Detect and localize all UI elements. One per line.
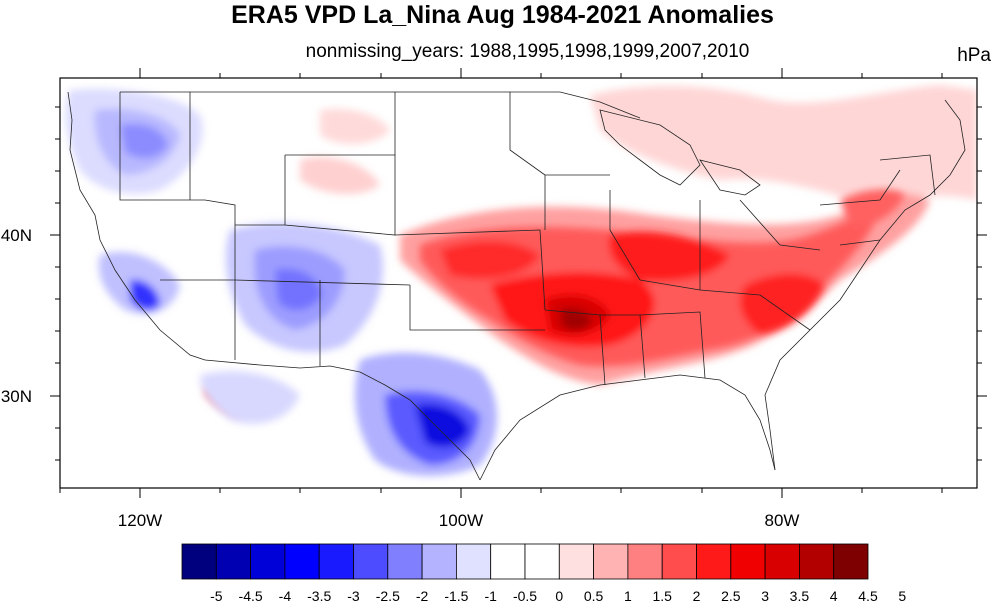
map-title: ERA5 VPD La_Nina Aug 1984-2021 Anomalies xyxy=(231,1,774,29)
colorbar-labels: -5 -4.5 -4 -3.5 -3 -2.5 -2 -1.5 -1 -0.5 0 0.5 1 1.5 2 2… xyxy=(210,588,906,603)
colorbar-swatch xyxy=(593,543,629,580)
colorbar-label: 0.5 xyxy=(584,588,604,603)
colorbar-swatch xyxy=(490,543,526,580)
latitude-ticks xyxy=(50,106,987,461)
colorbar-label: 4.5 xyxy=(858,588,878,603)
colorbar-label: -1.5 xyxy=(444,588,468,603)
colorbar-swatch xyxy=(181,543,217,580)
colorbar-label: -3.5 xyxy=(307,588,331,603)
colorbar-swatch xyxy=(696,543,732,580)
colorbar-swatch xyxy=(318,543,354,580)
colorbar-swatch xyxy=(215,543,252,580)
colorbar-label: -4.5 xyxy=(239,588,263,603)
colorbar-swatch xyxy=(558,543,594,580)
colorbar-swatch xyxy=(833,543,869,580)
colorbar-swatch xyxy=(250,543,286,580)
colorbar-label: -5 xyxy=(210,588,223,603)
colorbar-label: -3 xyxy=(347,588,360,603)
colorbar-swatch xyxy=(421,543,457,580)
anomaly-field xyxy=(60,78,977,488)
lon-label-100w: 100W xyxy=(439,511,483,530)
lon-label-80w: 80W xyxy=(765,511,800,530)
colorbar-label: 0 xyxy=(555,588,563,603)
lat-label-30n: 30N xyxy=(1,387,32,406)
colorbar-swatch xyxy=(353,543,389,580)
longitude-ticks xyxy=(59,68,943,498)
colorbar-swatch xyxy=(799,543,835,580)
colorbar-label: 5 xyxy=(898,588,906,603)
colorbar-label: -2 xyxy=(416,588,429,603)
colorbar-label: 3 xyxy=(761,588,769,603)
colorbar-label: 3.5 xyxy=(790,588,810,603)
colorbar-label: -4 xyxy=(279,588,292,603)
colorbar-swatch xyxy=(284,543,320,580)
colorbar-label: -2.5 xyxy=(376,588,400,603)
colorbar-swatch xyxy=(661,543,697,580)
colorbar-swatch xyxy=(764,543,800,580)
colorbar-swatches xyxy=(181,543,869,580)
map-subtitle: nonmissing_years: 1988,1995,1998,1999,20… xyxy=(305,41,750,62)
colorbar-swatch xyxy=(730,543,766,580)
colorbar-label: 2 xyxy=(693,588,701,603)
colorbar-label: -1 xyxy=(484,588,497,603)
high-vpd-region xyxy=(205,189,905,416)
map-frame xyxy=(59,77,978,489)
colorbar-label: 1 xyxy=(624,588,632,603)
colorbar-swatch xyxy=(627,543,663,580)
colorbar-label: 4 xyxy=(830,588,838,603)
colorbar-label: -0.5 xyxy=(513,588,537,603)
colorbar-label: 1.5 xyxy=(652,588,672,603)
colorbar-swatch xyxy=(387,543,423,580)
state-boundaries xyxy=(67,91,966,481)
colorbar-swatch xyxy=(524,543,560,580)
colorbar-swatch xyxy=(455,543,492,580)
anomaly-map: 40N 30N 120W 100W 80W xyxy=(1,68,987,530)
units-label: hPa xyxy=(957,45,991,66)
lat-label-40n: 40N xyxy=(1,226,32,245)
lon-label-120w: 120W xyxy=(118,511,162,530)
colorbar-label: 2.5 xyxy=(721,588,741,603)
